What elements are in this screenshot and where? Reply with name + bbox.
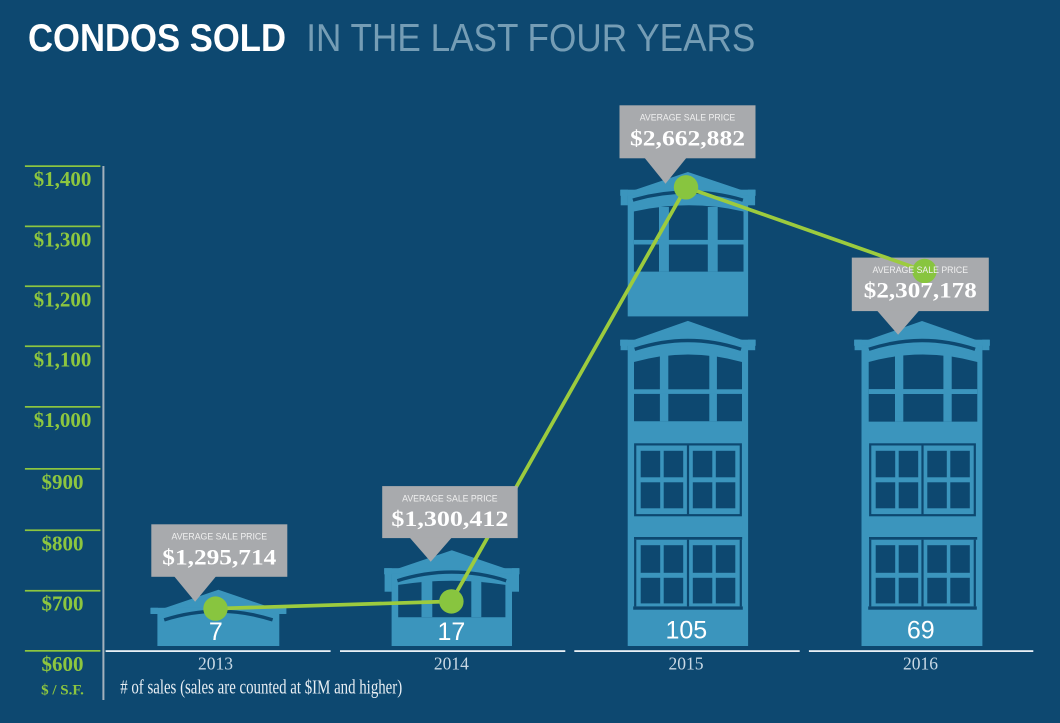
- svg-text:2014: 2014: [434, 654, 469, 674]
- svg-text:$700: $700: [42, 592, 84, 616]
- svg-text:105: 105: [665, 617, 707, 645]
- svg-text:$1,295,714: $1,295,714: [162, 544, 276, 569]
- svg-text:# of sales (sales are counted: # of sales (sales are counted at $IM and…: [120, 677, 402, 699]
- svg-text:$2,662,882: $2,662,882: [630, 125, 745, 150]
- svg-text:69: 69: [907, 617, 935, 645]
- svg-text:$ / S.F.: $ / S.F.: [41, 683, 84, 699]
- svg-text:AVERAGE SALE PRICE: AVERAGE SALE PRICE: [640, 112, 736, 123]
- svg-text:$900: $900: [42, 470, 84, 494]
- svg-text:2013: 2013: [198, 654, 233, 674]
- svg-text:IN THE LAST FOUR YEARS: IN THE LAST FOUR YEARS: [306, 17, 755, 60]
- svg-text:$1,000: $1,000: [34, 408, 92, 432]
- svg-text:$600: $600: [42, 652, 84, 676]
- svg-text:AVERAGE SALE PRICE: AVERAGE SALE PRICE: [172, 531, 268, 542]
- svg-text:$1,300,412: $1,300,412: [391, 506, 508, 531]
- svg-text:7: 7: [209, 618, 223, 646]
- svg-text:AVERAGE SALE PRICE: AVERAGE SALE PRICE: [402, 492, 498, 503]
- svg-text:2016: 2016: [903, 654, 938, 674]
- svg-text:17: 17: [437, 618, 465, 646]
- svg-text:$1,300: $1,300: [34, 227, 92, 251]
- svg-text:AVERAGE SALE PRICE: AVERAGE SALE PRICE: [873, 264, 969, 275]
- svg-text:2015: 2015: [669, 654, 704, 674]
- svg-text:$2,307,178: $2,307,178: [864, 278, 977, 303]
- svg-text:$1,200: $1,200: [34, 287, 92, 311]
- svg-text:$1,100: $1,100: [34, 347, 92, 371]
- svg-text:$1,400: $1,400: [34, 167, 92, 191]
- svg-text:CONDOS SOLD: CONDOS SOLD: [28, 17, 286, 60]
- svg-text:$800: $800: [42, 531, 84, 555]
